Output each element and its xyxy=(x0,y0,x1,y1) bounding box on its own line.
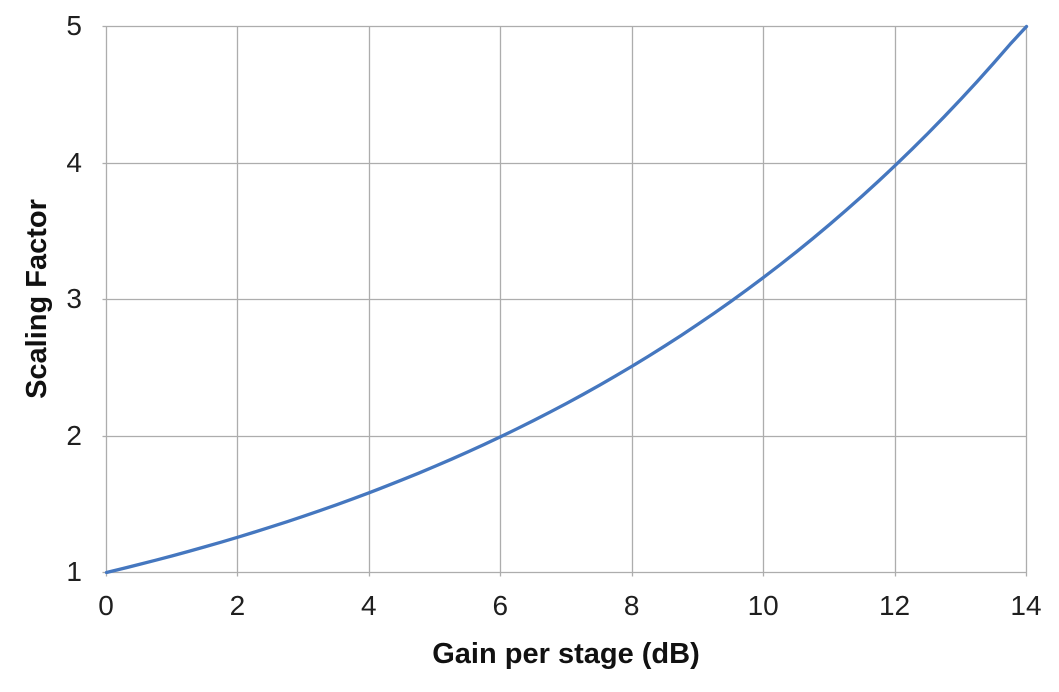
y-tick-label: 3 xyxy=(66,283,82,314)
y-tick-label: 5 xyxy=(66,10,82,41)
x-tick-label: 4 xyxy=(361,590,377,621)
y-tick-label: 1 xyxy=(66,556,82,587)
x-axis-title: Gain per stage (dB) xyxy=(432,638,700,670)
series-line xyxy=(104,24,1029,575)
plot-area xyxy=(102,24,1029,577)
y-tick-label: 2 xyxy=(66,419,82,451)
x-tick-label: 0 xyxy=(98,590,114,621)
x-tick-label: 10 xyxy=(747,590,779,621)
x-tick-label: 6 xyxy=(492,590,509,621)
x-tick-label: 8 xyxy=(623,590,640,621)
y-tick-label: 4 xyxy=(66,146,82,178)
x-tick-label: 12 xyxy=(878,590,911,621)
x-tick-label: 14 xyxy=(1010,590,1042,621)
x-tick-label: 2 xyxy=(229,590,246,621)
plot-svg xyxy=(102,24,1029,577)
